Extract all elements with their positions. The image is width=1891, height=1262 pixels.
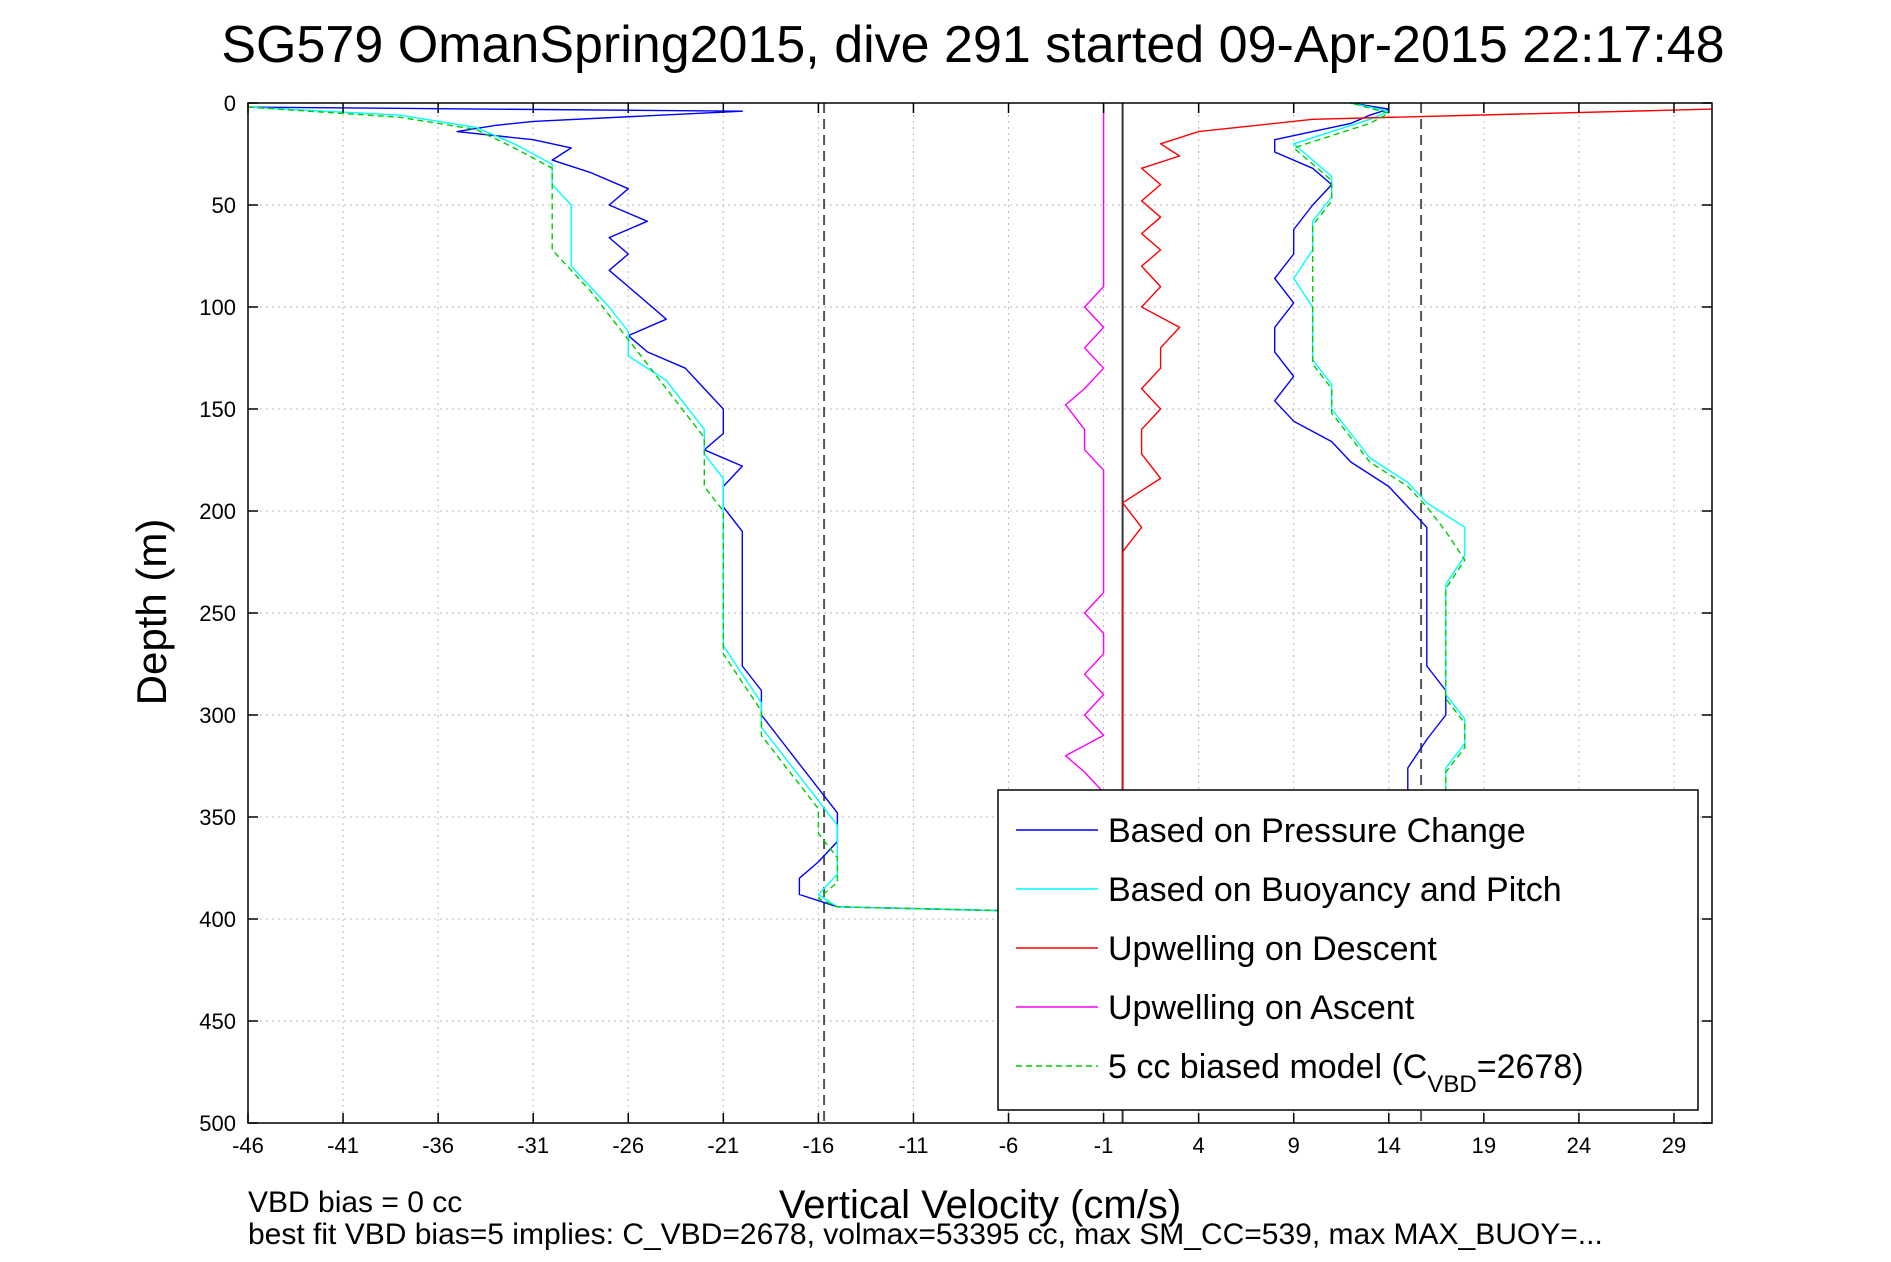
y-tick-label: 500 [199, 1111, 236, 1136]
x-tick-label: -11 [898, 1133, 928, 1158]
x-tick-label: -41 [327, 1133, 359, 1158]
legend-label: Based on Buoyancy and Pitch [1108, 871, 1562, 909]
x-tick-label: -26 [612, 1133, 644, 1158]
legend-label: Upwelling on Descent [1108, 930, 1437, 968]
x-tick-label: 24 [1567, 1133, 1591, 1158]
y-tick-label: 100 [199, 295, 236, 320]
y-tick-label: 350 [199, 805, 236, 830]
legend-label: Upwelling on Ascent [1108, 989, 1415, 1027]
legend-label: Based on Pressure Change [1108, 812, 1526, 850]
x-tick-label: -21 [707, 1133, 739, 1158]
x-tick-label: -31 [517, 1133, 549, 1158]
x-tick-label: 29 [1662, 1133, 1686, 1158]
y-tick-label: 150 [199, 397, 236, 422]
legend: Based on Pressure Change Based on Buoyanc… [997, 789, 1699, 1111]
y-tick-label: 0 [224, 91, 236, 116]
x-tick-label: 19 [1472, 1133, 1496, 1158]
x-tick-label: 9 [1288, 1133, 1300, 1158]
x-tick-label: -16 [802, 1133, 834, 1158]
y-tick-label: 50 [212, 193, 236, 218]
series-line-ascent [1064, 103, 1105, 793]
series-line-ascent [1008, 102, 1466, 912]
series-line-descent [247, 106, 1009, 912]
x-tick-label: -36 [422, 1133, 454, 1158]
footer-line-2: best fit VBD bias=5 implies: C_VBD=2678,… [248, 1218, 1603, 1251]
series [247, 102, 1713, 912]
series-line-descent [247, 106, 1009, 912]
series-line-descent [1121, 108, 1713, 793]
chart-title: SG579 OmanSpring2015, dive 291 started 0… [221, 16, 1724, 74]
x-tick-label: -46 [232, 1133, 264, 1158]
y-tick-label: 300 [199, 703, 236, 728]
y-tick-label: 450 [199, 1009, 236, 1034]
x-tick-label: 14 [1377, 1133, 1401, 1158]
series-line-ascent [1008, 102, 1466, 912]
x-tick-label: 4 [1193, 1133, 1205, 1158]
x-tick-label: -6 [999, 1133, 1019, 1158]
series-line-descent [247, 106, 1009, 912]
y-tick-label: 400 [199, 907, 236, 932]
x-axis-label: Vertical Velocity (cm/s) [779, 1183, 1181, 1227]
y-tick-label: 200 [199, 499, 236, 524]
x-tick-label: -1 [1094, 1133, 1114, 1158]
y-tick-label: 250 [199, 601, 236, 626]
legend-label: 5 cc biased model (CVBD=2678) [1108, 1048, 1584, 1098]
y-axis-ticks: 0 50 100 150 200 250 300 350 400 450 500 [199, 91, 1712, 1136]
x-axis-ticks: -46 -41 -36 -31 -26 -21 -16 -11 -6 -1 4 9 14 19 24 29 [232, 103, 1686, 1158]
y-axis-label: Depth (m) [128, 519, 175, 706]
footer-line-1: VBD bias = 0 cc [248, 1186, 462, 1219]
